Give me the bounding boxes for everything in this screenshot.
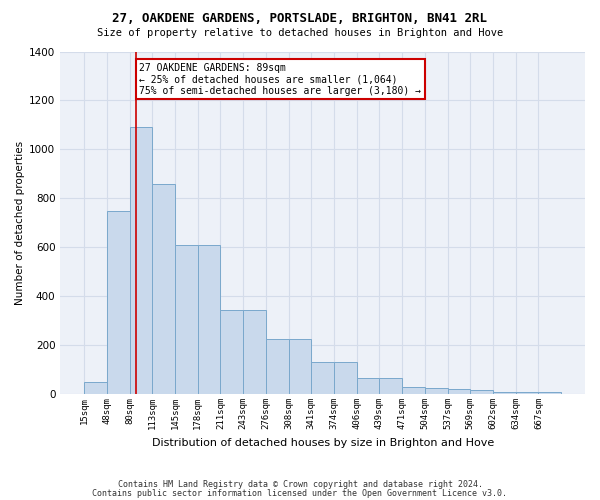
- Bar: [130, 128, 152, 394]
- Text: Size of property relative to detached houses in Brighton and Hove: Size of property relative to detached ho…: [97, 28, 503, 38]
- Bar: [470, 390, 493, 394]
- Text: Contains public sector information licensed under the Open Government Licence v3: Contains public sector information licen…: [92, 488, 508, 498]
- Y-axis label: Number of detached properties: Number of detached properties: [15, 141, 25, 305]
- Bar: [425, 388, 448, 394]
- Bar: [243, 310, 266, 394]
- Bar: [152, 184, 175, 394]
- Text: 27, OAKDENE GARDENS, PORTSLADE, BRIGHTON, BN41 2RL: 27, OAKDENE GARDENS, PORTSLADE, BRIGHTON…: [113, 12, 487, 26]
- Bar: [448, 389, 470, 394]
- Bar: [311, 362, 334, 394]
- Bar: [379, 378, 402, 394]
- Bar: [334, 362, 357, 394]
- Bar: [289, 339, 311, 394]
- Bar: [220, 310, 243, 394]
- Bar: [198, 245, 220, 394]
- Bar: [493, 392, 516, 394]
- Bar: [516, 392, 538, 394]
- X-axis label: Distribution of detached houses by size in Brighton and Hove: Distribution of detached houses by size …: [152, 438, 494, 448]
- Text: Contains HM Land Registry data © Crown copyright and database right 2024.: Contains HM Land Registry data © Crown c…: [118, 480, 482, 489]
- Bar: [357, 378, 379, 394]
- Bar: [107, 210, 130, 394]
- Bar: [266, 339, 289, 394]
- Text: 27 OAKDENE GARDENS: 89sqm
← 25% of detached houses are smaller (1,064)
75% of se: 27 OAKDENE GARDENS: 89sqm ← 25% of detac…: [139, 62, 421, 96]
- Bar: [84, 382, 107, 394]
- Bar: [538, 392, 561, 394]
- Bar: [175, 245, 198, 394]
- Bar: [402, 387, 425, 394]
